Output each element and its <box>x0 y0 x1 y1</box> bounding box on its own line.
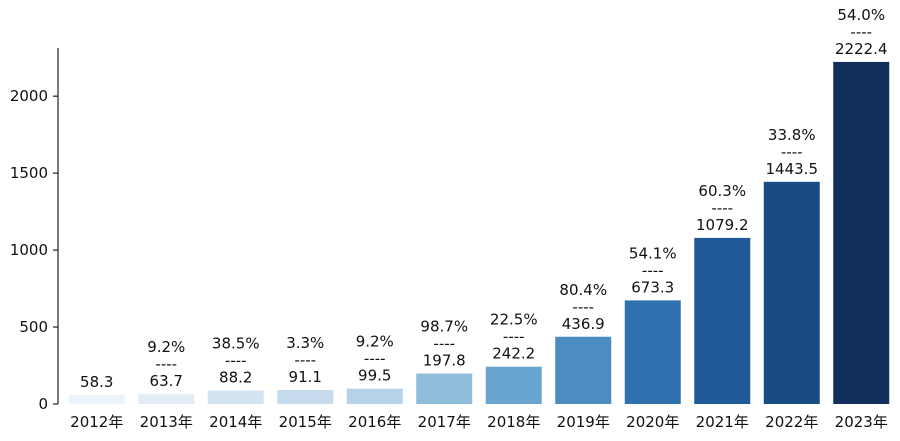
y-tick-label: 500 <box>19 318 48 336</box>
separator-label: ---- <box>155 355 177 373</box>
x-tick-label: 2019年 <box>557 413 610 431</box>
x-tick-label: 2023年 <box>835 413 888 431</box>
growth-label: 9.2% <box>356 333 394 351</box>
value-label: 2222.4 <box>835 40 888 58</box>
growth-label: 54.0% <box>837 6 885 24</box>
y-tick-label: 0 <box>38 395 48 413</box>
bar <box>624 300 681 404</box>
growth-label: 22.5% <box>490 311 538 329</box>
bar <box>138 394 195 404</box>
bar <box>68 395 125 404</box>
value-label: 88.2 <box>219 368 252 386</box>
value-label: 242.2 <box>492 345 535 363</box>
separator-label: ---- <box>433 335 455 353</box>
bar <box>346 388 403 404</box>
x-tick-label: 2017年 <box>418 413 471 431</box>
value-label: 197.8 <box>423 352 466 370</box>
x-tick-label: 2016年 <box>348 413 401 431</box>
separator-label: ---- <box>572 298 594 316</box>
bar <box>416 373 473 404</box>
x-tick-label: 2015年 <box>279 413 332 431</box>
bar <box>763 181 820 404</box>
value-label: 91.1 <box>289 368 322 386</box>
value-label: 436.9 <box>562 315 605 333</box>
x-tick-label: 2018年 <box>487 413 540 431</box>
separator-label: ---- <box>781 143 803 161</box>
x-axis: 2012年 2013年 2014年 2015年 2016年 2017年 2018年 2019年… <box>70 413 888 431</box>
y-axis: 0 500 1000 1500 2000 <box>10 48 59 413</box>
y-tick-label: 1000 <box>10 241 48 259</box>
separator-label: ---- <box>642 261 664 279</box>
x-tick-label: 2021年 <box>696 413 749 431</box>
bar <box>207 390 264 404</box>
x-tick-label: 2014年 <box>209 413 262 431</box>
value-label: 1079.2 <box>696 216 749 234</box>
x-tick-label: 2022年 <box>765 413 818 431</box>
growth-label: 60.3% <box>698 182 746 200</box>
growth-label: 80.4% <box>559 281 607 299</box>
separator-label: ---- <box>225 351 247 369</box>
value-label: 673.3 <box>631 278 674 296</box>
growth-label: 98.7% <box>420 318 468 336</box>
growth-label: 9.2% <box>147 338 185 356</box>
growth-label: 33.8% <box>768 126 816 144</box>
bars <box>68 61 890 404</box>
growth-label: 3.3% <box>286 334 324 352</box>
separator-label: ---- <box>850 23 872 41</box>
x-tick-label: 2013年 <box>140 413 193 431</box>
separator-label: ---- <box>711 199 733 217</box>
data-labels: 58.3 63.7----9.2%88.2----38.5%91.1----3.3… <box>80 6 887 391</box>
value-label: 1443.5 <box>766 160 819 178</box>
value-label: 63.7 <box>150 372 183 390</box>
bar <box>833 61 890 404</box>
bar <box>277 389 334 404</box>
growth-label: 38.5% <box>212 334 260 352</box>
bar <box>555 336 612 404</box>
y-tick-label: 1500 <box>10 164 48 182</box>
separator-label: ---- <box>364 350 386 368</box>
bar <box>485 366 542 404</box>
x-tick-label: 2020年 <box>626 413 679 431</box>
growth-label: 54.1% <box>629 244 677 262</box>
value-label: 58.3 <box>80 373 113 391</box>
separator-label: ---- <box>503 328 525 346</box>
value-label: 99.5 <box>358 367 391 385</box>
y-tick-label: 2000 <box>10 87 48 105</box>
bar <box>694 237 751 404</box>
separator-label: ---- <box>294 351 316 369</box>
x-tick-label: 2012年 <box>70 413 123 431</box>
